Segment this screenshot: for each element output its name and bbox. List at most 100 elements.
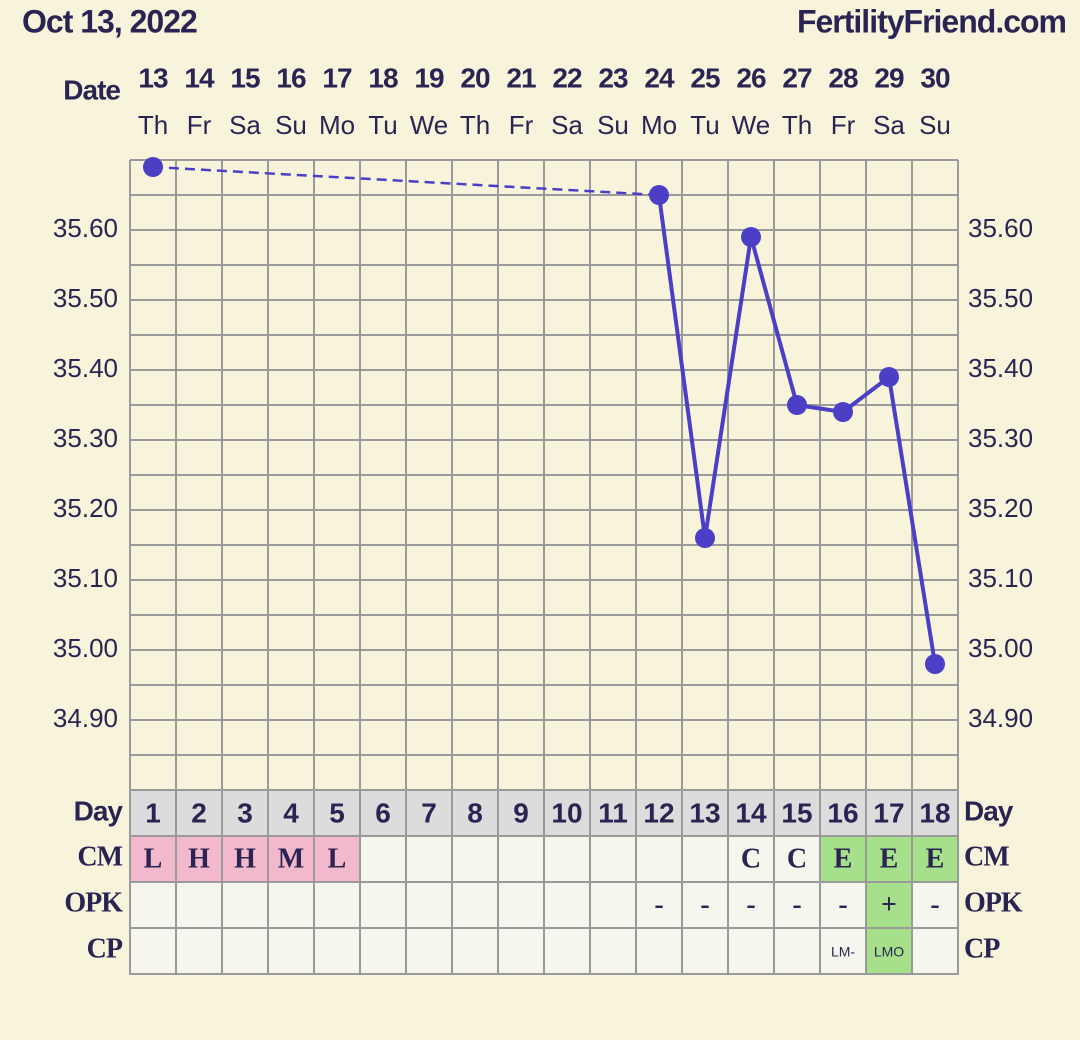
table-cell-text: E	[834, 843, 853, 874]
table-cell-text: 18	[919, 797, 950, 828]
gap-connector	[152, 165, 660, 197]
date-label: 19	[414, 62, 444, 93]
table-cell-text: 1	[145, 797, 161, 828]
weekday-label: We	[410, 110, 449, 140]
table-cell	[911, 789, 959, 837]
table-cell-text: 16	[827, 797, 858, 828]
table-cell	[773, 835, 821, 883]
table-cell	[543, 835, 591, 883]
table-cell-text: C	[741, 843, 761, 874]
table-cell	[313, 835, 361, 883]
table-cell	[175, 881, 223, 929]
y-tick-label-right: 34.90	[968, 703, 1033, 733]
weekday-label: Su	[275, 110, 307, 140]
table-cell	[313, 927, 361, 975]
table-cell-text: +	[881, 889, 897, 920]
table-cell-text: 13	[689, 797, 720, 828]
table-cell	[727, 835, 775, 883]
table-cell	[497, 835, 545, 883]
table-cell-text: -	[838, 889, 847, 920]
table-cell-text: -	[746, 889, 755, 920]
date-label: 15	[230, 62, 260, 93]
table-cell	[405, 927, 453, 975]
y-tick-label-right: 35.30	[968, 423, 1033, 453]
y-tick-label-right: 35.60	[968, 213, 1033, 243]
y-tick-label-right: 35.00	[968, 633, 1033, 663]
chart-date: Oct 13, 2022	[22, 3, 197, 39]
row-label: CM	[77, 841, 122, 872]
date-label: 14	[184, 62, 215, 93]
table-cell	[497, 881, 545, 929]
date-label: 27	[782, 62, 812, 93]
site-name: FertilityFriend.com	[797, 3, 1066, 39]
table-cell	[635, 835, 683, 883]
row-label: OPK	[64, 887, 123, 918]
temperature-point	[143, 157, 163, 177]
weekday-label: Tu	[368, 110, 397, 140]
temperature-point	[787, 395, 807, 415]
table-cell	[267, 881, 315, 929]
weekday-label: Fr	[831, 110, 856, 140]
weekday-label: Fr	[509, 110, 534, 140]
table-cell	[681, 835, 729, 883]
weekday-label: Th	[460, 110, 490, 140]
table-cell-text: C	[787, 843, 807, 874]
table-cell-text: E	[926, 843, 945, 874]
row-label: CP	[87, 933, 123, 964]
y-tick-label: 34.90	[53, 703, 118, 733]
table-cell	[635, 927, 683, 975]
y-tick-label: 35.40	[53, 353, 118, 383]
table-cell	[451, 881, 499, 929]
table-cell-text: E	[880, 843, 899, 874]
table-cell	[129, 789, 177, 837]
row-label: OPK	[964, 887, 1023, 918]
table-cell	[589, 835, 637, 883]
date-label: 30	[920, 62, 950, 93]
weekday-label: Mo	[319, 110, 355, 140]
table-cell-text: 17	[873, 797, 904, 828]
date-label: 25	[690, 62, 720, 93]
table-cell-text: 3	[237, 797, 253, 828]
table-cell	[221, 927, 269, 975]
row-label: Day	[74, 795, 124, 826]
table-cell-text: 11	[598, 797, 628, 828]
table-cell	[773, 927, 821, 975]
date-label: 28	[828, 62, 858, 93]
weekday-label: Th	[138, 110, 168, 140]
table-cell	[405, 881, 453, 929]
date-label: 13	[138, 62, 168, 93]
table-cell	[451, 927, 499, 975]
date-label: 23	[598, 62, 628, 93]
table-cell-text: 6	[375, 797, 391, 828]
table-cell-text: 12	[643, 797, 674, 828]
table-cell	[727, 927, 775, 975]
y-tick-label: 35.60	[53, 213, 118, 243]
weekday-label: Fr	[187, 110, 212, 140]
table-cell	[773, 789, 821, 837]
table-cell	[911, 927, 959, 975]
table-cell	[451, 835, 499, 883]
y-tick-label: 35.30	[53, 423, 118, 453]
temperature-point	[695, 528, 715, 548]
table-cell	[129, 927, 177, 975]
weekday-label: Sa	[873, 110, 905, 140]
table-cell-text: 7	[421, 797, 437, 828]
y-tick-label: 35.50	[53, 283, 118, 313]
y-tick-label-right: 35.20	[968, 493, 1033, 523]
row-label: Day	[964, 795, 1014, 826]
table-cell	[359, 881, 407, 929]
row-label: CM	[964, 841, 1009, 872]
table-cell	[405, 835, 453, 883]
date-label: 26	[736, 62, 766, 93]
table-cell-text: -	[700, 889, 709, 920]
date-label: 24	[644, 62, 675, 93]
y-tick-label: 35.10	[53, 563, 118, 593]
table-cell	[129, 881, 177, 929]
table-cell-text: 9	[513, 797, 529, 828]
x-axis-label: Date	[63, 74, 120, 105]
table-cell	[543, 927, 591, 975]
table-cell	[359, 927, 407, 975]
table-cell-text: 4	[283, 797, 299, 828]
table-cell-text: 14	[735, 797, 767, 828]
